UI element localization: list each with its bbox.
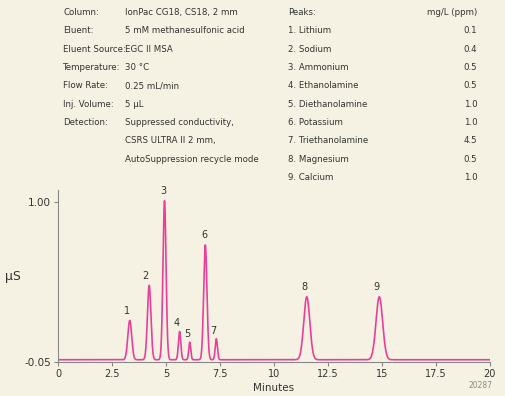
Text: 5. Diethanolamine: 5. Diethanolamine <box>288 100 367 109</box>
Text: 3. Ammonium: 3. Ammonium <box>288 63 348 72</box>
Text: Flow Rate:: Flow Rate: <box>63 81 108 90</box>
Text: CSRS ULTRA II 2 mm,: CSRS ULTRA II 2 mm, <box>125 136 216 145</box>
Text: 20287: 20287 <box>468 381 492 390</box>
Text: 30 °C: 30 °C <box>125 63 149 72</box>
Text: 9: 9 <box>374 282 380 292</box>
Text: Temperature:: Temperature: <box>63 63 121 72</box>
Text: mg/L (ppm): mg/L (ppm) <box>427 8 477 17</box>
Text: 8: 8 <box>301 282 307 292</box>
Text: 1.0: 1.0 <box>464 100 477 109</box>
Text: 0.4: 0.4 <box>464 45 477 53</box>
Text: 0.5: 0.5 <box>464 155 477 164</box>
Text: 4. Ethanolamine: 4. Ethanolamine <box>288 81 359 90</box>
Text: 1.0: 1.0 <box>464 118 477 127</box>
Text: 2: 2 <box>142 271 149 281</box>
Text: Column:: Column: <box>63 8 99 17</box>
Text: Peaks:: Peaks: <box>288 8 316 17</box>
Text: 6. Potassium: 6. Potassium <box>288 118 343 127</box>
Text: EGC II MSA: EGC II MSA <box>125 45 173 53</box>
Text: 2. Sodium: 2. Sodium <box>288 45 331 53</box>
Text: Eluent:: Eluent: <box>63 26 93 35</box>
Text: 4: 4 <box>174 318 180 329</box>
Text: AutoSuppression recycle mode: AutoSuppression recycle mode <box>125 155 259 164</box>
Text: Eluent Source:: Eluent Source: <box>63 45 126 53</box>
Text: Detection:: Detection: <box>63 118 108 127</box>
Text: 1.0: 1.0 <box>464 173 477 182</box>
Text: 4.5: 4.5 <box>464 136 477 145</box>
Text: 8. Magnesium: 8. Magnesium <box>288 155 348 164</box>
Text: 0.5: 0.5 <box>464 63 477 72</box>
Text: 5: 5 <box>184 329 190 339</box>
Text: 0.25 mL/min: 0.25 mL/min <box>125 81 179 90</box>
Text: Suppressed conductivity,: Suppressed conductivity, <box>125 118 234 127</box>
Text: 0.1: 0.1 <box>464 26 477 35</box>
Text: 1: 1 <box>124 306 130 316</box>
Text: 5 mM methanesulfonic acid: 5 mM methanesulfonic acid <box>125 26 245 35</box>
Text: 5 μL: 5 μL <box>125 100 144 109</box>
X-axis label: Minutes: Minutes <box>254 383 294 394</box>
Text: 7. Triethanolamine: 7. Triethanolamine <box>288 136 368 145</box>
Text: Inj. Volume:: Inj. Volume: <box>63 100 114 109</box>
Y-axis label: μS: μS <box>6 270 21 283</box>
Text: 3: 3 <box>160 186 166 196</box>
Text: 6: 6 <box>201 230 207 240</box>
Text: 1. Lithium: 1. Lithium <box>288 26 331 35</box>
Text: 9. Calcium: 9. Calcium <box>288 173 333 182</box>
Text: IonPac CG18, CS18, 2 mm: IonPac CG18, CS18, 2 mm <box>125 8 238 17</box>
Text: 7: 7 <box>211 326 217 336</box>
Text: 0.5: 0.5 <box>464 81 477 90</box>
